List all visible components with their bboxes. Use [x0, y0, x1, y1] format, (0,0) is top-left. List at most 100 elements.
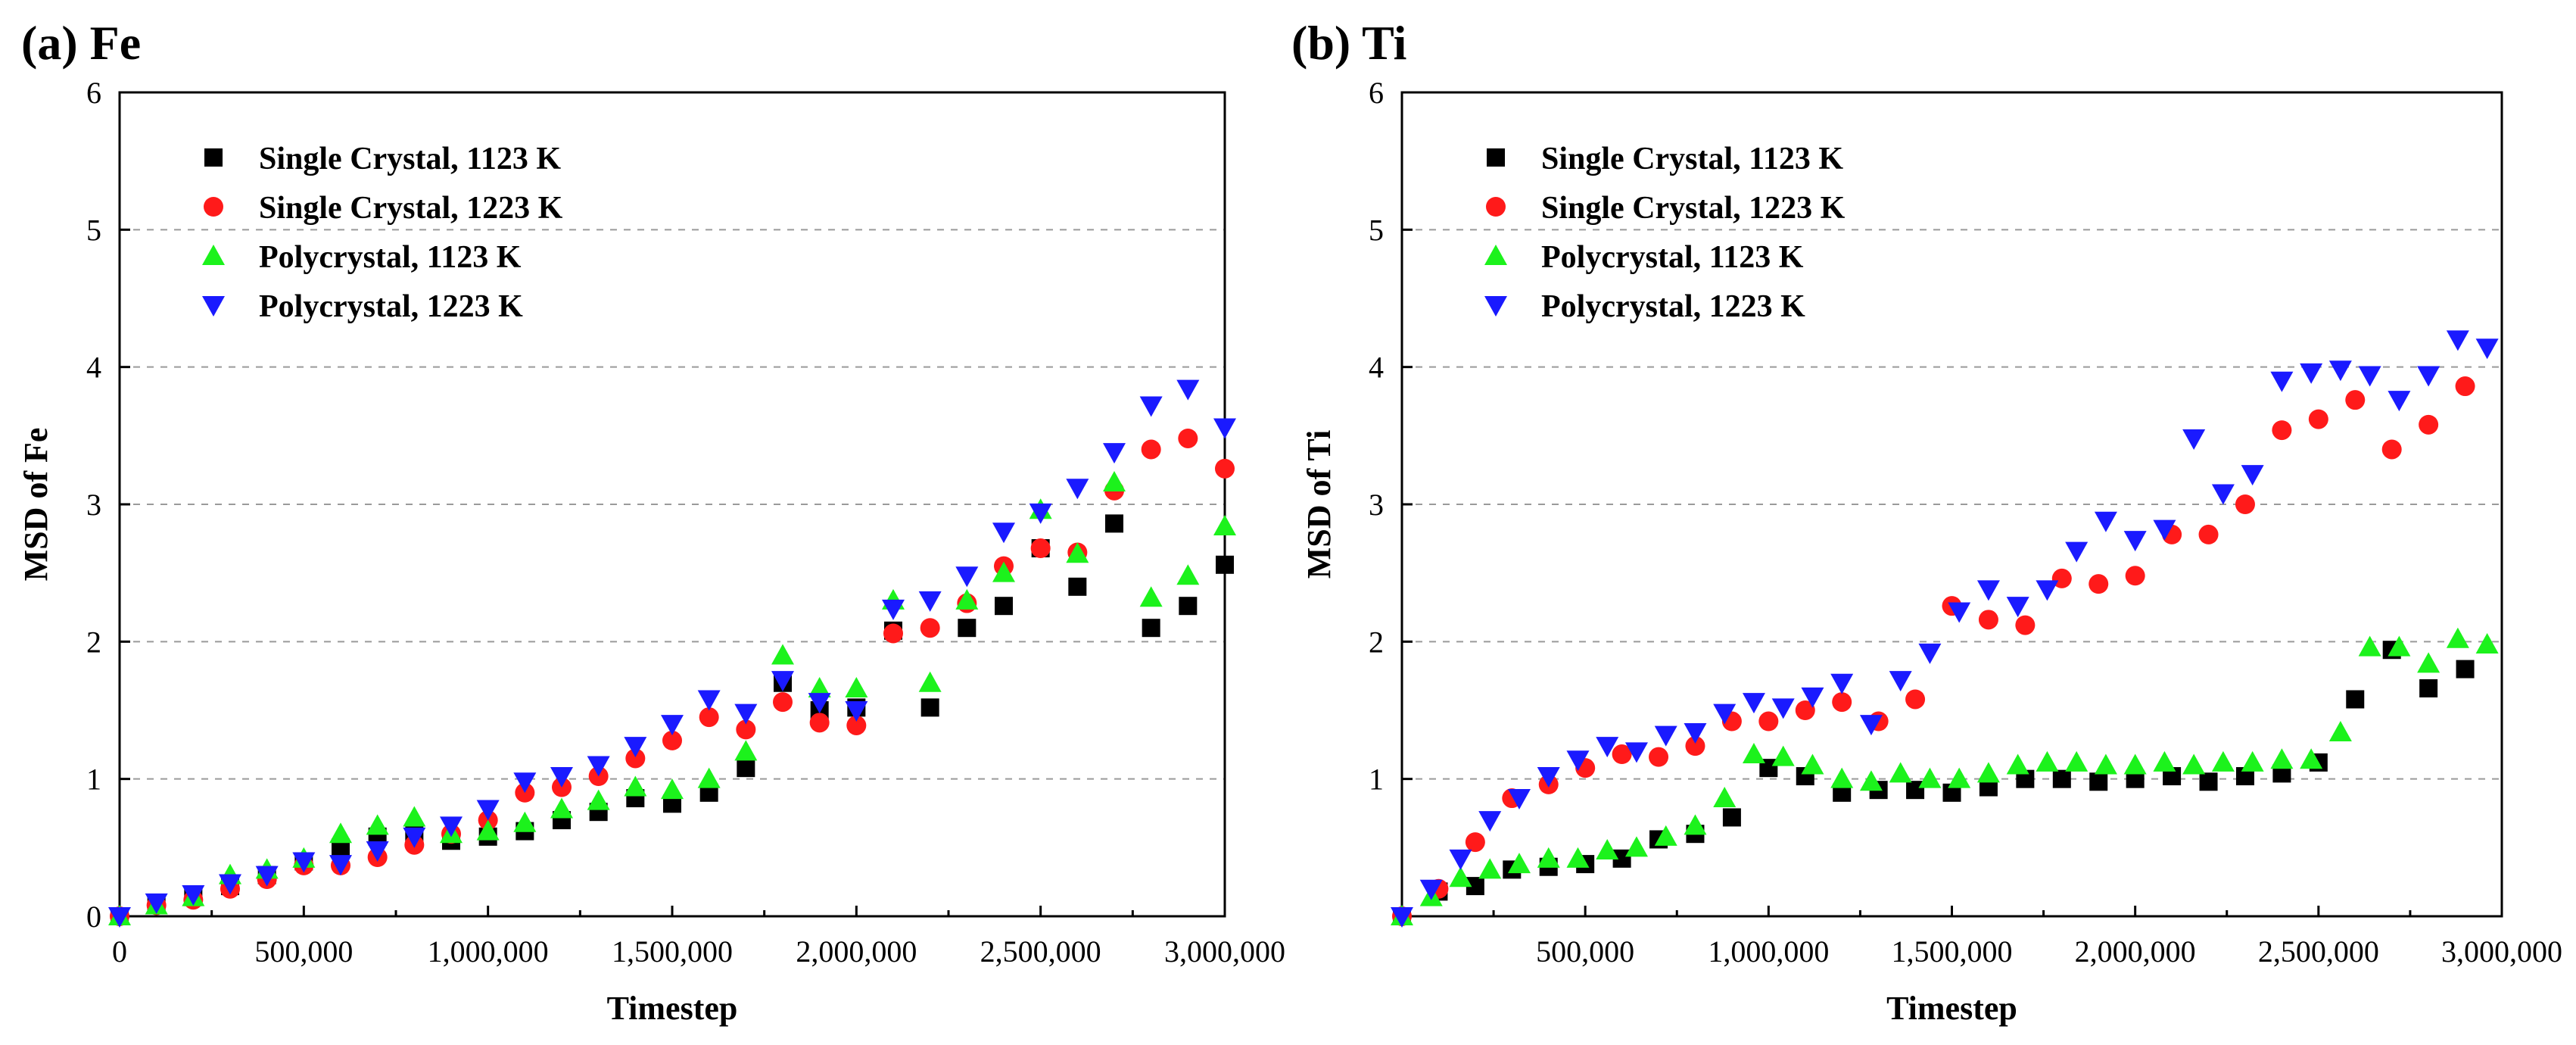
data-point	[1215, 458, 1235, 479]
data-point	[1449, 866, 1472, 887]
data-point	[2153, 750, 2176, 772]
data-point	[1478, 858, 1502, 879]
data-point	[845, 676, 868, 697]
data-point	[2446, 627, 2469, 648]
data-point	[145, 893, 168, 914]
data-point	[1537, 767, 1560, 788]
y-tick-label: 0	[86, 900, 101, 934]
x-tick-label: 2,000,000	[2075, 934, 2196, 969]
data-point	[476, 819, 500, 841]
data-point	[1654, 825, 1677, 846]
data-point	[182, 884, 205, 906]
data-point	[1139, 586, 1163, 607]
data-point	[2125, 566, 2145, 586]
x-tick-label: 1,500,000	[612, 934, 733, 969]
x-tick-label: 2,500,000	[2258, 934, 2379, 969]
data-point	[1449, 849, 1472, 870]
data-point	[809, 713, 830, 733]
data-point	[2123, 753, 2147, 775]
legend-marker	[202, 245, 225, 265]
data-point	[1178, 428, 1198, 448]
legend-marker	[202, 296, 225, 317]
legend-label: Polycrystal, 1223 K	[259, 289, 523, 324]
data-point	[1742, 693, 1765, 714]
data-point	[2089, 574, 2109, 594]
data-point	[2235, 494, 2255, 514]
data-point	[587, 756, 610, 777]
data-point	[1859, 715, 1883, 736]
legend-marker	[1484, 296, 1507, 317]
data-point	[2241, 750, 2264, 772]
data-point	[1507, 853, 1531, 874]
data-point	[624, 737, 647, 758]
data-point	[550, 797, 573, 819]
data-point	[920, 618, 940, 638]
data-point	[737, 759, 755, 778]
data-point	[2270, 371, 2294, 392]
data-point	[2300, 363, 2323, 384]
data-point	[808, 676, 831, 697]
data-point	[1948, 767, 1971, 788]
data-point	[1030, 538, 1051, 559]
x-axis-label: Timestep	[607, 990, 738, 1027]
y-tick-label: 4	[1369, 351, 1384, 385]
data-point	[513, 811, 537, 832]
x-axis-label: Timestep	[1886, 990, 2017, 1027]
data-point	[845, 701, 868, 722]
data-point	[2198, 524, 2219, 544]
data-point	[2419, 414, 2439, 435]
data-point	[1649, 747, 1669, 767]
data-point	[1684, 723, 1707, 744]
data-point	[2328, 721, 2352, 742]
data-point	[2006, 753, 2029, 775]
data-point	[992, 561, 1015, 582]
chart-title: (a) Fe	[21, 16, 141, 70]
legend-marker	[1486, 197, 1506, 217]
y-axis-label: MSD of Ti	[1300, 430, 1338, 579]
data-point	[2345, 390, 2366, 410]
data-point	[1066, 479, 1089, 500]
data-point	[1685, 736, 1705, 756]
data-point	[476, 800, 500, 821]
data-point	[2094, 753, 2117, 775]
legend: Single Crystal, 1123 K Single Crystal, 12…	[202, 142, 563, 324]
y-axis-label: MSD of Fe	[17, 428, 55, 582]
data-point	[2065, 541, 2089, 563]
x-tick-label: 3,000,000	[1164, 934, 1285, 969]
data-point	[1889, 671, 1912, 692]
data-point	[1103, 443, 1126, 464]
data-point	[1537, 847, 1560, 868]
legend-label: Single Crystal, 1223 K	[1541, 191, 1846, 226]
data-point	[2094, 511, 2117, 532]
legend-marker	[204, 148, 223, 167]
data-point	[697, 767, 721, 788]
data-point	[2182, 753, 2206, 775]
data-point	[1624, 742, 1648, 763]
data-point	[2388, 391, 2411, 412]
data-point	[2475, 632, 2499, 654]
data-point	[2475, 338, 2499, 360]
data-point	[550, 767, 573, 788]
data-point	[958, 619, 977, 638]
data-point	[697, 690, 721, 711]
data-point	[662, 730, 682, 750]
data-point	[2182, 429, 2206, 450]
data-point	[1624, 836, 1648, 857]
data-point	[440, 816, 463, 838]
data-point	[403, 827, 426, 848]
y-tick-label: 1	[1369, 763, 1384, 797]
data-point	[1213, 515, 1236, 536]
data-point	[255, 866, 279, 887]
series-2	[108, 470, 1236, 925]
x-tick-label: 1,500,000	[1892, 934, 2013, 969]
data-point	[2052, 769, 2071, 788]
legend-marker	[1484, 245, 1507, 265]
data-point	[1179, 597, 1198, 616]
data-point	[955, 588, 979, 610]
x-tick-label: 3,000,000	[2441, 934, 2562, 969]
data-point	[1465, 832, 1485, 853]
y-tick-label: 3	[86, 488, 101, 522]
data-point	[1918, 767, 1942, 788]
chart-title: (b) Ti	[1291, 16, 1406, 70]
data-point	[1948, 602, 1971, 623]
